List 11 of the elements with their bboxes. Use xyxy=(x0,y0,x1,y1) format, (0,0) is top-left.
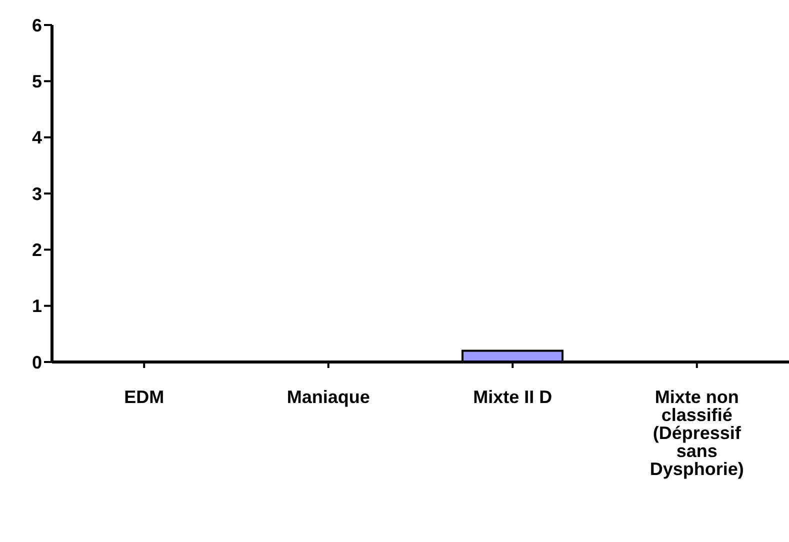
y-tick-label: 0 xyxy=(32,352,42,372)
y-tick-label: 1 xyxy=(32,296,42,316)
y-tick-label: 2 xyxy=(32,240,42,260)
x-tick-label: Mixte non classifié (Dépressif sans Dysphorie) xyxy=(650,386,744,479)
y-tick-label: 5 xyxy=(32,72,42,92)
y-tick-label: 3 xyxy=(32,184,42,204)
x-tick-label: EDM xyxy=(124,386,164,407)
y-tick-label: 4 xyxy=(32,128,42,148)
x-tick-label: Maniaque xyxy=(286,386,370,407)
x-tick-label: Mixte II D xyxy=(473,386,552,407)
y-tick-label: 6 xyxy=(32,15,42,36)
